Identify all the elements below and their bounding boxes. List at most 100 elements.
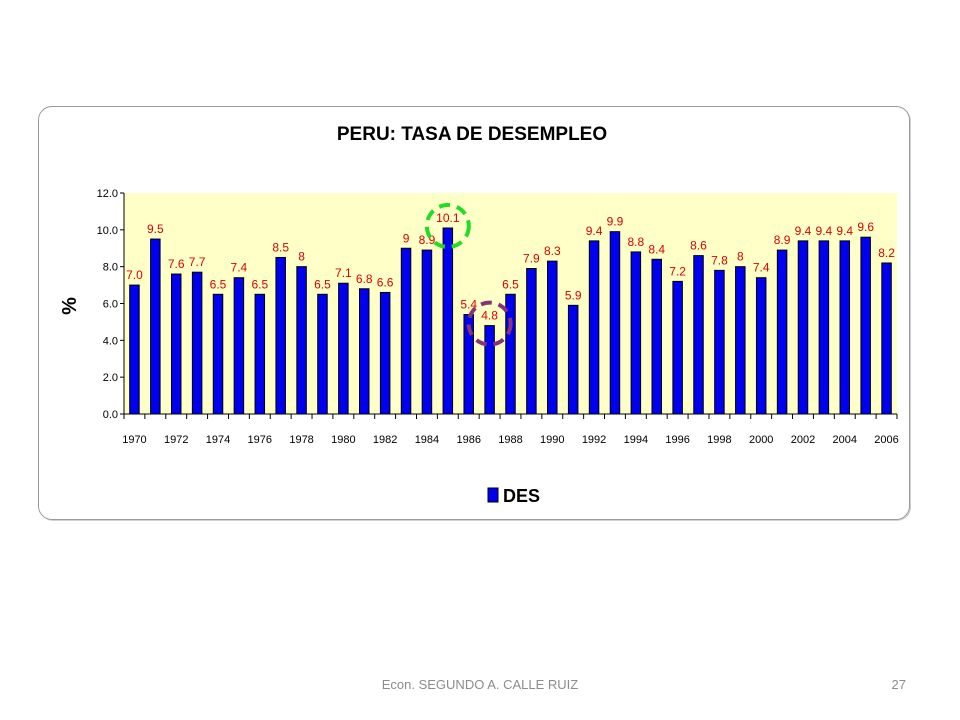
page-number: 27	[891, 677, 906, 692]
bar-1974	[212, 293, 224, 415]
highlight-circle-1987	[466, 300, 513, 347]
x-tick-label: 1998	[707, 434, 731, 446]
bar-1985	[442, 227, 454, 415]
bars	[129, 227, 892, 415]
highlight-circle-1985	[424, 202, 471, 249]
bar-2005	[860, 236, 871, 415]
data-label-1987: 4.8	[481, 309, 498, 323]
chart-title: PERU: TASA DE DESEMPLEO	[337, 124, 607, 145]
data-label-1978: 8	[298, 250, 305, 264]
bar-1989	[526, 268, 537, 415]
legend-label-des: DES	[503, 486, 540, 506]
x-tick-label: 1986	[456, 434, 480, 446]
bar-1981	[359, 288, 370, 415]
bar-1983	[400, 247, 412, 415]
data-label-1991: 5.9	[565, 288, 582, 302]
data-label-2001: 8.9	[774, 233, 791, 247]
bar-2003	[818, 240, 830, 415]
x-tick-label: 2002	[791, 434, 815, 446]
annotations	[424, 202, 513, 347]
y-tick-label: 4.0	[103, 335, 118, 347]
x-tick-label: 2006	[874, 434, 898, 446]
data-label-1985: 10.1	[436, 211, 460, 225]
data-label-2005: 9.6	[857, 220, 874, 234]
x-tick-label: 1974	[206, 434, 230, 446]
bar-1994	[630, 251, 642, 415]
bar-2000	[755, 277, 767, 415]
bar-1980	[338, 282, 349, 415]
bar-1999	[735, 266, 746, 415]
bar-1990	[547, 260, 558, 415]
bar-1973	[191, 271, 203, 415]
y-tick-label: 8.0	[103, 262, 118, 274]
y-tick-label: 12.0	[97, 188, 118, 200]
bar-1971	[150, 238, 161, 415]
x-tick-label: 2004	[833, 434, 857, 446]
data-label-1999: 8	[737, 250, 744, 264]
bar-1977	[275, 256, 286, 415]
data-label-1976: 6.5	[251, 277, 268, 291]
x-tick-label: 1994	[624, 434, 648, 446]
bar-1970	[129, 284, 140, 415]
data-label-1971: 9.5	[147, 222, 164, 236]
data-label-1983: 9	[403, 231, 410, 245]
y-tick-label: 0.0	[103, 409, 118, 421]
bar-1979	[317, 293, 328, 415]
data-label-2004: 9.4	[836, 224, 853, 238]
data-label-1981: 6.8	[356, 272, 373, 286]
data-label-1979: 6.5	[314, 277, 331, 291]
y-tick-label: 6.0	[103, 299, 118, 311]
x-tick-label: 1990	[540, 434, 564, 446]
data-label-1982: 6.6	[377, 275, 394, 289]
data-label-1998: 7.8	[711, 253, 728, 267]
bar-2004	[839, 240, 851, 415]
data-label-2000: 7.4	[753, 261, 770, 275]
footer-author: Econ. SEGUNDO A. CALLE RUIZ	[381, 677, 579, 692]
data-label-1989: 7.9	[523, 252, 540, 266]
data-label-1996: 7.2	[669, 264, 686, 278]
data-label-1972: 7.6	[168, 257, 185, 271]
data-label-2002: 9.4	[795, 224, 812, 238]
x-axis: 1970 1972 1974 1976 1978 1980 1982 1984 1986 1988…	[122, 413, 899, 446]
legend-swatch-des	[487, 487, 499, 503]
bar-1982	[379, 291, 391, 415]
x-tick-label: 1980	[331, 434, 355, 446]
data-label-2006: 8.2	[878, 246, 895, 260]
bar-2001	[776, 249, 788, 415]
data-labels: 7.09.57.6 7.76.57.46.58.586.57.1 6.8 6.69 8.…	[126, 211, 895, 323]
y-axis: 0.0 2.0 4.0 6.0 8.0 10.0 12.0	[97, 188, 125, 421]
x-tick-label: 1992	[582, 434, 606, 446]
bar-1998	[714, 269, 725, 415]
data-label-2003: 9.4	[816, 224, 833, 238]
data-label-1977: 8.5	[272, 240, 289, 254]
bar-1975	[233, 277, 245, 415]
y-axis-label: %	[59, 297, 81, 315]
data-label-1995: 8.4	[648, 242, 665, 256]
bar-1988	[505, 293, 516, 415]
bar-1978	[296, 266, 307, 415]
x-tick-label: 1982	[373, 434, 397, 446]
bar-1993	[609, 231, 621, 415]
x-tick-label: 1970	[122, 434, 146, 446]
bar-1972	[170, 273, 182, 415]
x-tick-label: 1976	[248, 434, 272, 446]
x-tick-label: 1972	[164, 434, 188, 446]
bar-1992	[588, 240, 600, 415]
data-label-1980: 7.1	[335, 266, 352, 280]
bar-1984	[421, 249, 433, 415]
x-tick-label: 1996	[665, 434, 689, 446]
data-label-1984: 8.9	[419, 233, 436, 247]
bar-1997	[693, 255, 704, 415]
bar-1996	[672, 280, 683, 415]
x-tick-label: 1988	[498, 434, 522, 446]
data-label-1988: 6.5	[502, 277, 519, 291]
bar-2002	[797, 240, 809, 415]
bar-2006	[881, 262, 892, 415]
data-label-1990: 8.3	[544, 244, 561, 258]
y-tick-label: 10.0	[97, 225, 118, 237]
data-label-1997: 8.6	[690, 239, 707, 253]
data-label-1994: 8.8	[628, 235, 645, 249]
data-label-1992: 9.4	[586, 224, 603, 238]
data-label-1970: 7.0	[126, 268, 143, 282]
